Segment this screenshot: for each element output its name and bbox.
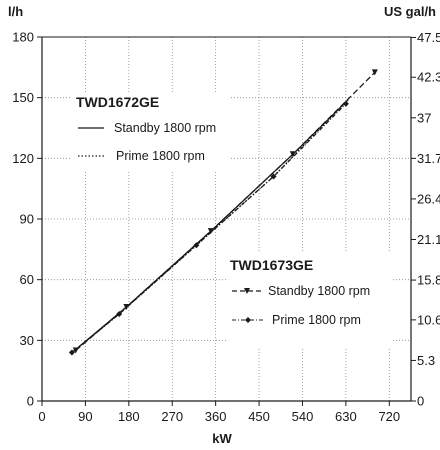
y-right-tick-label: 26.4 (417, 191, 440, 206)
y-right-tick-label: 31.7 (417, 151, 440, 166)
legend-twd1673ge: TWD1673GE Standby 1800 rpm Prime 1800 rp… (226, 252, 392, 348)
y-tick-label: 60 (20, 272, 34, 287)
tick-labels: 0 90 180 270 360 450 540 630 720 0 30 60 90 120 150 180… (12, 30, 440, 425)
legend-title: TWD1673GE (230, 257, 313, 273)
legend-background (70, 92, 230, 170)
diamond-point (342, 100, 349, 107)
legend-entry: Standby 1800 rpm (114, 121, 216, 135)
legend-title: TWD1672GE (76, 94, 159, 110)
x-tick-label: 270 (161, 409, 183, 424)
y-right-tick-label: 10.6 (417, 312, 440, 327)
y-right-tick-label: 0 (417, 394, 424, 409)
y-tick-label: 120 (12, 151, 34, 166)
y-tick-label: 150 (12, 90, 34, 105)
diamond-point (68, 349, 75, 356)
x-tick-label: 360 (205, 409, 227, 424)
x-axis-label: kW (212, 431, 232, 446)
y-tick-label: 180 (12, 30, 34, 45)
x-tick-label: 630 (335, 409, 357, 424)
x-tick-label: 90 (78, 409, 92, 424)
legend-entry: Standby 1800 rpm (268, 284, 370, 298)
legend-twd1672ge: TWD1672GE Standby 1800 rpm Prime 1800 rp… (70, 92, 230, 170)
y-right-tick-label: 47.5 (417, 30, 440, 45)
y-tick-label: 90 (20, 212, 34, 227)
y-right-tick-label: 37 (417, 110, 431, 125)
y-axis-label-right: US gal/h (384, 4, 436, 19)
x-tick-label: 450 (248, 409, 270, 424)
y-tick-label: 0 (27, 394, 34, 409)
diamond-point (116, 311, 123, 318)
legend-entry: Prime 1800 rpm (116, 149, 205, 163)
y-axis-label-left: l/h (8, 4, 23, 19)
triangle-point (289, 151, 296, 158)
series-layer (68, 69, 378, 356)
y-right-tick-label: 5.3 (417, 353, 435, 368)
y-right-tick-label: 42.3 (417, 70, 440, 85)
x-tick-label: 180 (118, 409, 140, 424)
y-right-tick-label: 15.8 (417, 273, 440, 288)
x-tick-label: 0 (38, 409, 45, 424)
y-right-tick-label: 21.1 (417, 232, 440, 247)
x-tick-label: 540 (292, 409, 314, 424)
legend-background (226, 252, 392, 348)
diamond-marker-icon (245, 317, 251, 323)
diamond-point (270, 173, 277, 180)
diamond-point (193, 242, 200, 249)
legend-entry: Prime 1800 rpm (272, 313, 361, 327)
triangle-point (371, 69, 378, 76)
triangle-marker-icon (244, 288, 250, 294)
x-tick-label: 720 (378, 409, 400, 424)
triangle-point (207, 228, 214, 235)
y-tick-label: 30 (20, 333, 34, 348)
axes (37, 36, 416, 406)
